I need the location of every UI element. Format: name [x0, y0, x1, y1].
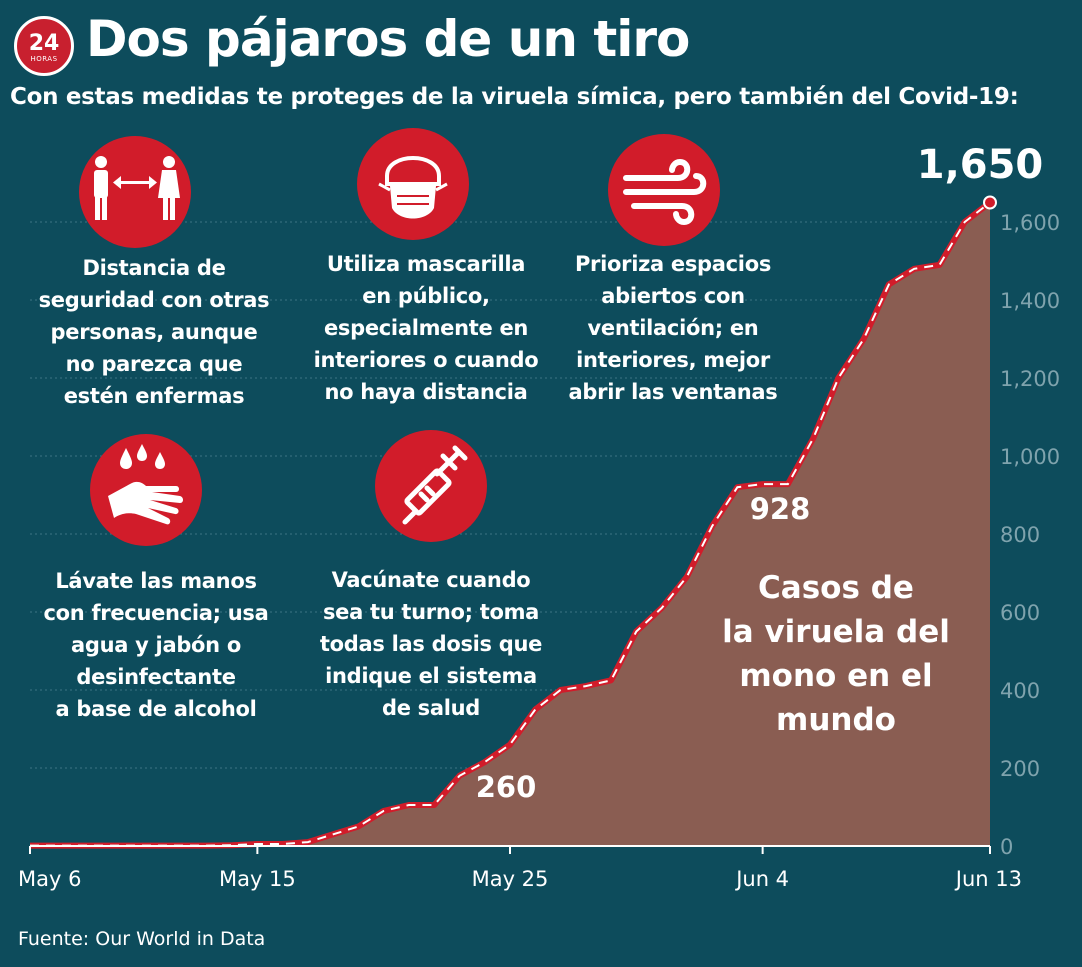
- x-tick-label: Jun 4: [734, 867, 789, 891]
- brand-logo: 24 HORAS: [14, 16, 74, 76]
- logo-text: HORAS: [30, 55, 58, 63]
- y-tick-label: 1,000: [1000, 445, 1060, 469]
- tip-text-ventilation: Prioriza espacios abiertos con ventilaci…: [568, 252, 778, 404]
- y-tick-label: 200: [1000, 757, 1040, 781]
- x-tick-label: May 25: [472, 867, 549, 891]
- chart-annotation: Casos de la viruela del mono en el mundo: [722, 570, 950, 738]
- data-label: 1,650: [917, 142, 1044, 188]
- annotation-line: mundo: [776, 702, 896, 738]
- y-tick-label: 400: [1000, 679, 1040, 703]
- last-point-marker: [983, 195, 997, 210]
- face-mask-icon: [357, 128, 469, 240]
- vaccine-syringe-icon: [375, 430, 487, 542]
- annotation-line: Casos de: [758, 570, 914, 606]
- y-tick-label: 1,200: [1000, 367, 1060, 391]
- y-tick-label: 800: [1000, 523, 1040, 547]
- page-title: Dos pájaros de un tiro: [86, 10, 690, 68]
- y-tick-label: 1,400: [1000, 289, 1060, 313]
- social-distance-icon: [79, 136, 191, 248]
- logo-number: 24: [28, 31, 60, 56]
- data-label: 928: [750, 492, 811, 526]
- hand-washing-icon: [90, 434, 202, 546]
- tip-text-vaccine: Vacúnate cuando sea tu turno; toma todas…: [319, 568, 543, 720]
- y-tick-label: 0: [1000, 835, 1013, 859]
- source-note: Fuente: Our World in Data: [18, 928, 266, 950]
- y-axis: 0 200 400 600 800 1,000 1,200 1,400 1,600: [1000, 211, 1060, 859]
- cases-area: [30, 202, 990, 846]
- data-label: 260: [476, 770, 537, 804]
- x-axis: May 6 May 15 May 25 Jun 4 Jun 13: [18, 846, 1022, 891]
- tip-text-mask: Utiliza mascarilla en público, especialm…: [313, 252, 539, 404]
- tip-text-distance: Distancia de seguridad con otras persona…: [38, 256, 270, 408]
- y-tick-label: 600: [1000, 601, 1040, 625]
- tip-text-handwash: Lávate las manos con frecuencia; usa agu…: [43, 569, 269, 721]
- x-tick-label: May 6: [18, 867, 81, 891]
- annotation-line: mono en el: [739, 658, 932, 694]
- x-tick-label: Jun 13: [954, 867, 1022, 891]
- annotation-line: la viruela del: [722, 614, 950, 650]
- x-tick-label: May 15: [219, 867, 296, 891]
- wind-ventilation-icon: [608, 134, 720, 246]
- y-tick-label: 1,600: [1000, 211, 1060, 235]
- page-subtitle: Con estas medidas te proteges de la viru…: [10, 84, 1019, 110]
- data-labels: 260 928 1,650: [476, 142, 1044, 804]
